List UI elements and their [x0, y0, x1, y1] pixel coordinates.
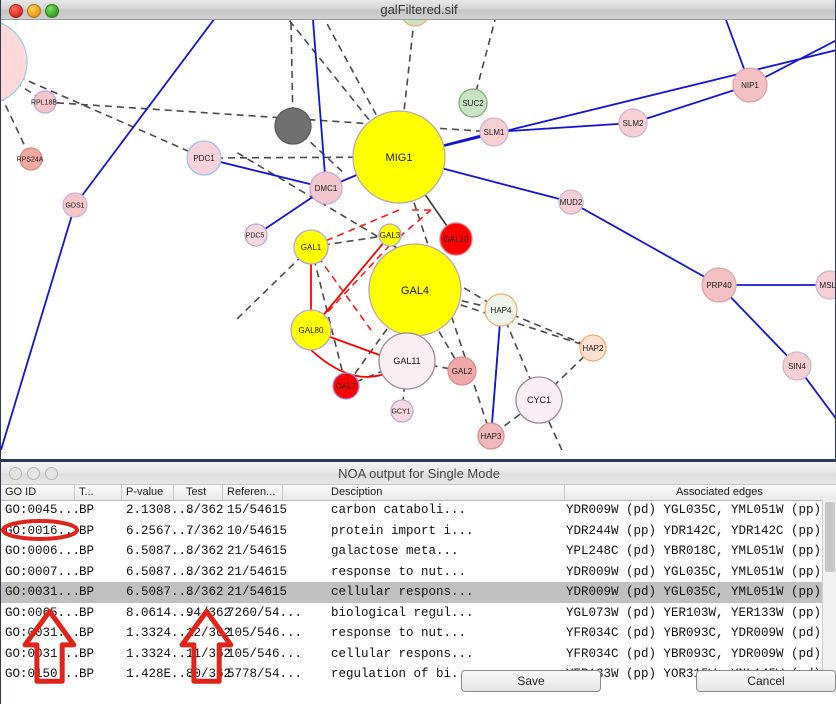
svg-text:GAL80: GAL80: [299, 326, 324, 335]
svg-text:MSL5: MSL5: [820, 281, 836, 290]
svg-text:SLM1: SLM1: [484, 128, 505, 137]
svg-text:GAL2: GAL2: [452, 367, 473, 376]
svg-text:GAL1: GAL1: [301, 243, 322, 252]
svg-text:NIP1: NIP1: [741, 81, 759, 90]
svg-text:DMC1: DMC1: [315, 184, 338, 193]
svg-text:GAL3: GAL3: [380, 231, 401, 240]
svg-text:GDS1: GDS1: [65, 202, 84, 209]
svg-text:SIN4: SIN4: [788, 362, 806, 371]
svg-text:SLM2: SLM2: [623, 119, 644, 128]
svg-text:GAL10: GAL10: [444, 235, 469, 244]
svg-text:HAP4: HAP4: [491, 306, 512, 315]
svg-text:GCY1: GCY1: [391, 408, 410, 415]
svg-text:SUC2: SUC2: [462, 99, 484, 108]
svg-text:HAP2: HAP2: [583, 344, 604, 353]
svg-text:PDC1: PDC1: [193, 154, 215, 163]
svg-text:GAL4: GAL4: [401, 285, 429, 297]
svg-text:MUD2: MUD2: [560, 198, 583, 207]
svg-text:RPL18B: RPL18B: [31, 99, 57, 106]
svg-text:MIG1: MIG1: [386, 152, 413, 164]
svg-text:GAL7: GAL7: [336, 382, 357, 391]
svg-text:CYC1: CYC1: [527, 395, 551, 405]
svg-text:PDC5: PDC5: [246, 232, 265, 239]
svg-text:GAL11: GAL11: [393, 356, 420, 366]
svg-text:HAP3: HAP3: [481, 432, 502, 441]
svg-text:RPS24A: RPS24A: [17, 156, 44, 163]
svg-text:PRP40: PRP40: [706, 281, 732, 290]
